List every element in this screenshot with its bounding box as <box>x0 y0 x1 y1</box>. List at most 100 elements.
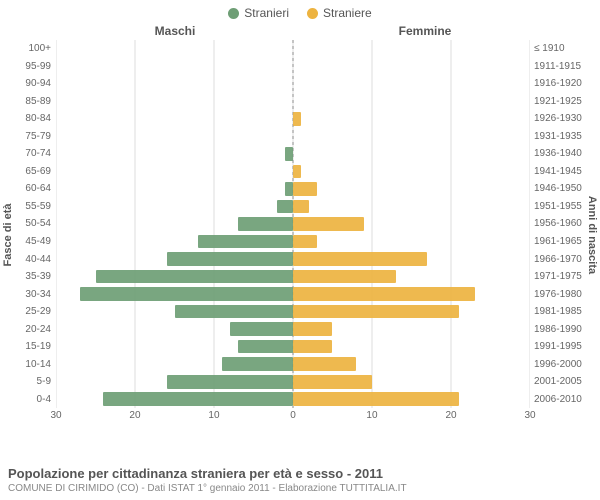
female-half <box>293 373 530 391</box>
male-half <box>56 58 293 76</box>
chart-subtitle: COMUNE DI CIRIMIDO (CO) - Dati ISTAT 1° … <box>8 483 407 494</box>
pyramid-row: 5-92001-2005 <box>56 373 530 391</box>
x-tick: 10 <box>208 410 219 421</box>
female-half <box>293 338 530 356</box>
bar-male <box>230 322 293 336</box>
male-half <box>56 285 293 303</box>
age-label: 90-94 <box>6 78 51 89</box>
male-half <box>56 250 293 268</box>
chart-footer: Popolazione per cittadinanza straniera p… <box>8 466 407 494</box>
bar-male <box>222 357 293 371</box>
title-female: Femmine <box>300 24 600 38</box>
legend-item-female: Straniere <box>307 6 372 20</box>
female-half <box>293 93 530 111</box>
male-half <box>56 303 293 321</box>
birth-year-label: 1941-1945 <box>534 166 594 177</box>
female-half <box>293 355 530 373</box>
age-label: 75-79 <box>6 131 51 142</box>
female-half <box>293 58 530 76</box>
pyramid-row: 70-741936-1940 <box>56 145 530 163</box>
age-label: 80-84 <box>6 113 51 124</box>
female-half <box>293 110 530 128</box>
birth-year-label: 1951-1955 <box>534 201 594 212</box>
pyramid-row: 25-291981-1985 <box>56 303 530 321</box>
birth-year-label: 2006-2010 <box>534 394 594 405</box>
female-half <box>293 215 530 233</box>
age-label: 30-34 <box>6 289 51 300</box>
birth-year-label: 1911-1915 <box>534 61 594 72</box>
female-half <box>293 75 530 93</box>
birth-year-label: 2001-2005 <box>534 376 594 387</box>
age-label: 60-64 <box>6 183 51 194</box>
bar-male <box>96 270 294 284</box>
x-tick: 20 <box>445 410 456 421</box>
birth-year-label: 1936-1940 <box>534 148 594 159</box>
bar-female <box>293 287 475 301</box>
bar-female <box>293 357 356 371</box>
x-tick: 30 <box>524 410 535 421</box>
male-half <box>56 338 293 356</box>
male-half <box>56 180 293 198</box>
chart-area: Fasce di età Anni di nascita 100+≤ 19109… <box>0 40 600 430</box>
legend-item-male: Stranieri <box>228 6 289 20</box>
male-half <box>56 198 293 216</box>
pyramid-row: 100+≤ 1910 <box>56 40 530 58</box>
birth-year-label: 1986-1990 <box>534 324 594 335</box>
pyramid-row: 10-141996-2000 <box>56 355 530 373</box>
pyramid-row: 45-491961-1965 <box>56 233 530 251</box>
pyramid-row: 60-641946-1950 <box>56 180 530 198</box>
pyramid-row: 40-441966-1970 <box>56 250 530 268</box>
age-label: 15-19 <box>6 341 51 352</box>
male-half <box>56 163 293 181</box>
age-label: 40-44 <box>6 254 51 265</box>
legend-label-male: Stranieri <box>244 6 289 20</box>
bar-male <box>80 287 293 301</box>
bar-female <box>293 305 459 319</box>
female-half <box>293 233 530 251</box>
age-label: 5-9 <box>6 376 51 387</box>
bar-female <box>293 340 332 354</box>
column-titles: Maschi Femmine <box>0 24 600 38</box>
age-label: 95-99 <box>6 61 51 72</box>
birth-year-label: ≤ 1910 <box>534 43 594 54</box>
plot: 100+≤ 191095-991911-191590-941916-192085… <box>56 40 530 408</box>
female-half <box>293 40 530 58</box>
pyramid-row: 20-241986-1990 <box>56 320 530 338</box>
x-tick: 10 <box>366 410 377 421</box>
bar-female <box>293 112 301 126</box>
chart-title: Popolazione per cittadinanza straniera p… <box>8 466 407 481</box>
age-label: 85-89 <box>6 96 51 107</box>
bar-female <box>293 392 459 406</box>
bar-male <box>167 375 293 389</box>
female-half <box>293 145 530 163</box>
age-label: 25-29 <box>6 306 51 317</box>
male-half <box>56 320 293 338</box>
bar-male <box>238 217 293 231</box>
bar-female <box>293 235 317 249</box>
pyramid-row: 95-991911-1915 <box>56 58 530 76</box>
age-label: 20-24 <box>6 324 51 335</box>
birth-year-label: 1971-1975 <box>534 271 594 282</box>
age-label: 100+ <box>6 43 51 54</box>
birth-year-label: 1916-1920 <box>534 78 594 89</box>
birth-year-label: 1991-1995 <box>534 341 594 352</box>
x-axis: 3020100102030 <box>56 410 530 426</box>
female-half <box>293 390 530 408</box>
bar-female <box>293 165 301 179</box>
female-half <box>293 180 530 198</box>
swatch-female <box>307 8 318 19</box>
x-tick: 30 <box>50 410 61 421</box>
x-tick: 0 <box>290 410 296 421</box>
male-half <box>56 93 293 111</box>
age-label: 45-49 <box>6 236 51 247</box>
male-half <box>56 390 293 408</box>
pyramid-row: 65-691941-1945 <box>56 163 530 181</box>
birth-year-label: 1956-1960 <box>534 218 594 229</box>
bar-female <box>293 252 427 266</box>
female-half <box>293 320 530 338</box>
female-half <box>293 163 530 181</box>
age-label: 65-69 <box>6 166 51 177</box>
pyramid-row: 30-341976-1980 <box>56 285 530 303</box>
bar-female <box>293 375 372 389</box>
bar-male <box>103 392 293 406</box>
